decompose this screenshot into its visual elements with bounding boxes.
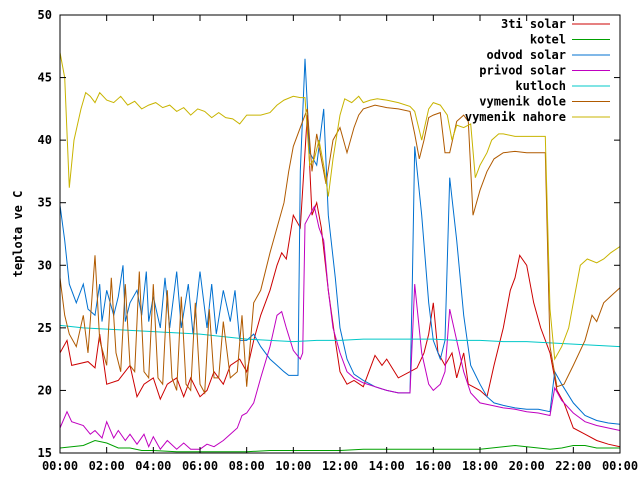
series-line-kotel	[59, 439, 620, 453]
y-tick-label: 30	[38, 258, 52, 272]
legend-entry-label: vymenik nahore	[465, 110, 566, 124]
x-tick-label: 08:00	[229, 459, 265, 473]
x-tick-label: 06:00	[182, 459, 218, 473]
y-tick-label: 25	[38, 321, 52, 335]
series-layer	[59, 52, 621, 453]
y-tick-label: 15	[38, 446, 52, 460]
legend-entry-label: 3ti solar	[501, 17, 566, 31]
x-tick-label: 00:00	[602, 459, 638, 473]
x-tick-label: 16:00	[415, 459, 451, 473]
x-tick-label: 04:00	[135, 459, 171, 473]
x-tick-label: 14:00	[369, 459, 405, 473]
y-tick-label: 20	[38, 383, 52, 397]
x-tick-label: 20:00	[509, 459, 545, 473]
series-line-vymenik-nahore	[59, 52, 621, 361]
legend-entry-label: privod solar	[479, 64, 566, 78]
tick-layer: 15 20 25 30 35 40 45 50 00:00 02:00 04:00 06:00 08:0…	[38, 8, 639, 473]
legend-entry-label: kutloch	[515, 79, 566, 93]
series-line-odvod-solar	[59, 58, 621, 425]
x-tick-label: 18:00	[462, 459, 498, 473]
x-tick-label: 00:00	[42, 459, 78, 473]
legend-entry-label: vymenik dole	[479, 95, 566, 109]
y-tick-label: 45	[38, 71, 52, 85]
series-line-kutloch	[59, 324, 621, 348]
series-line-vymenik-dole	[59, 104, 621, 395]
y-tick-label: 50	[38, 8, 52, 22]
x-tick-label: 02:00	[89, 459, 125, 473]
x-tick-label: 12:00	[322, 459, 358, 473]
y-tick-label: 35	[38, 196, 52, 210]
y-tick-label: 40	[38, 133, 52, 147]
x-tick-label: 10:00	[275, 459, 311, 473]
series-line-privod-solar	[59, 205, 621, 451]
x-tick-label: 22:00	[555, 459, 591, 473]
legend-entry-label: kotel	[530, 33, 566, 47]
legend-entry-label: odvod solar	[487, 48, 566, 62]
y-axis-label: teplota ve C	[11, 191, 25, 278]
